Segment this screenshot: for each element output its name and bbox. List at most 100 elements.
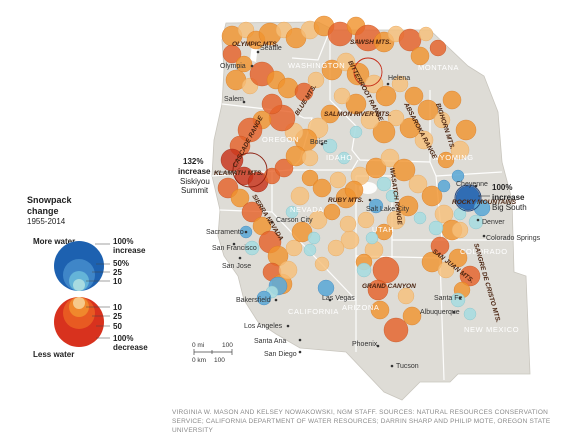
legend-increase-label: 25 — [113, 268, 122, 277]
snowpack-decrease-circle — [345, 93, 367, 115]
legend: Snowpack change 1955-2014 More water 100… — [27, 195, 148, 359]
snowpack-decrease-circle — [278, 260, 298, 280]
highlight-circle-idaho — [353, 57, 383, 87]
state-label: WASHINGTON — [288, 61, 345, 70]
snowpack-increase-circle — [337, 151, 351, 165]
snowpack-decrease-circle — [372, 120, 396, 144]
city-label: San Jose — [222, 263, 251, 270]
legend-years: 1955-2014 — [27, 217, 66, 226]
svg-text:100%: 100% — [492, 183, 512, 192]
snowpack-decrease-circle — [339, 215, 357, 233]
snowpack-decrease-circle — [387, 109, 405, 127]
city-label: Helena — [388, 75, 410, 82]
source-credit: VIRGINIA W. MASON AND KELSEY NOWAKOWSKI,… — [172, 409, 551, 434]
snowpack-increase-circle — [317, 279, 335, 297]
snowpack-decrease-circle — [442, 90, 462, 110]
snowpack-decrease-circle — [308, 210, 328, 230]
state-label: MONTANA — [418, 63, 459, 72]
snowpack-decrease-circle — [372, 256, 400, 284]
range-label: SALMON RIVER MTS. — [324, 111, 391, 118]
snowpack-decrease-circle — [397, 287, 415, 305]
city-label: Salt Lake City — [366, 206, 410, 213]
highlight-circle-big-south — [454, 184, 482, 212]
snowpack-decrease-circle — [327, 239, 345, 257]
snowpack-increase-circle — [428, 220, 444, 236]
city-label: San Diego — [264, 351, 297, 358]
snowpack-decrease-circle — [430, 236, 450, 256]
legend-subtitle: change — [27, 206, 59, 216]
legend-increase-label: 50% — [113, 259, 129, 268]
city-label: Santa Fe — [434, 295, 463, 302]
legend-more-water: More water — [33, 237, 75, 246]
svg-text:Big South: Big South — [492, 203, 527, 212]
snowpack-decrease-circle — [404, 86, 424, 106]
snowpack-decrease-circle — [402, 306, 422, 326]
city-label: Sacramento — [206, 229, 244, 236]
snowpack-decrease-circle — [433, 111, 451, 129]
city-label: Seattle — [260, 45, 282, 52]
state-label: IDAHO — [326, 153, 353, 162]
state-label: OREGON — [262, 135, 299, 144]
snowpack-increase-circle — [450, 292, 466, 308]
snowpack-decrease-circle — [346, 62, 370, 86]
snowpack-decrease-circle — [392, 158, 416, 182]
snowpack-decrease-circle — [414, 130, 434, 150]
snowpack-decrease-circle — [397, 195, 419, 217]
snowpack-decrease-circle — [365, 157, 387, 179]
snowpack-increase-circle — [463, 307, 477, 321]
snowpack-increase-circle — [468, 214, 484, 230]
svg-text:132%: 132% — [183, 157, 203, 166]
city-label: Boise — [310, 139, 328, 146]
state-label: NEW MEXICO — [464, 325, 519, 334]
snowpack-decrease-circle — [437, 261, 455, 279]
svg-text:Siskiyou: Siskiyou — [180, 177, 210, 186]
legend-decrease-label: decrease — [113, 343, 148, 352]
city-labels: Seattle Olympia Salem Boise Helena Cheye… — [206, 45, 541, 370]
snowpack-decrease-circle — [375, 223, 393, 241]
snowpack-increase-circle — [453, 207, 467, 221]
snowpack-decrease-circle — [399, 117, 421, 139]
snowpack-increase-circle — [307, 231, 321, 245]
snowpack-increase-circle — [256, 290, 272, 306]
city-dots — [232, 50, 486, 368]
svg-text:0 km: 0 km — [192, 357, 206, 364]
state-label: COLORADO — [460, 247, 508, 256]
state-label: WYOMING — [432, 153, 474, 162]
snowpack-decrease-circle — [421, 251, 443, 273]
snowpack-increase-circle — [455, 185, 481, 211]
snowpack-decrease-circle — [291, 221, 313, 243]
range-label: OLYMPIC MTS. — [232, 41, 279, 48]
snowpack-decrease-circle — [323, 203, 341, 221]
range-label: SAWSH MTS. — [350, 39, 391, 46]
snowpack-decrease-circle — [391, 75, 409, 93]
snowpack-increase-circle — [437, 179, 451, 193]
legend-decrease-label: 25 — [113, 312, 122, 321]
snowpack-increase-circle — [356, 262, 372, 278]
state-label: UTAH — [372, 225, 394, 234]
snowpack-decrease-circle — [357, 211, 375, 229]
city-label: Denver — [482, 219, 505, 226]
snowpack-decrease-circle — [333, 87, 351, 105]
snowpack-decrease-circle — [360, 110, 380, 130]
city-label: Carson City — [276, 217, 313, 224]
snowpack-decrease-circle — [314, 256, 330, 272]
snowpack-decrease-circle — [235, 55, 253, 73]
range-label: ROCKY MOUNTAINS — [452, 199, 517, 206]
range-label: KLAMATH MTS. — [214, 170, 263, 177]
legend-decrease-label: 100% — [113, 334, 133, 343]
city-label: Santa Ana — [254, 338, 286, 345]
snowpack-decrease-circle — [451, 221, 469, 239]
state-labels: WASHINGTON MONTANA OREGON IDAHO WYOMING … — [262, 61, 519, 334]
city-label: Olympia — [220, 63, 246, 70]
legend-less-water: Less water — [33, 350, 74, 359]
snowpack-decrease-circle — [410, 46, 430, 66]
range-label: GRAND CANYON — [362, 283, 416, 290]
city-label: Bakersfield — [236, 297, 271, 304]
city-label: Las Vegas — [322, 295, 355, 302]
snowpack-increase-circle — [244, 240, 260, 256]
legend-increase-label: 100% — [113, 237, 133, 246]
snowpack-decrease-circle — [301, 149, 319, 167]
snowpack-decrease-circle — [312, 178, 332, 198]
snowpack-increase-circle — [385, 189, 399, 203]
